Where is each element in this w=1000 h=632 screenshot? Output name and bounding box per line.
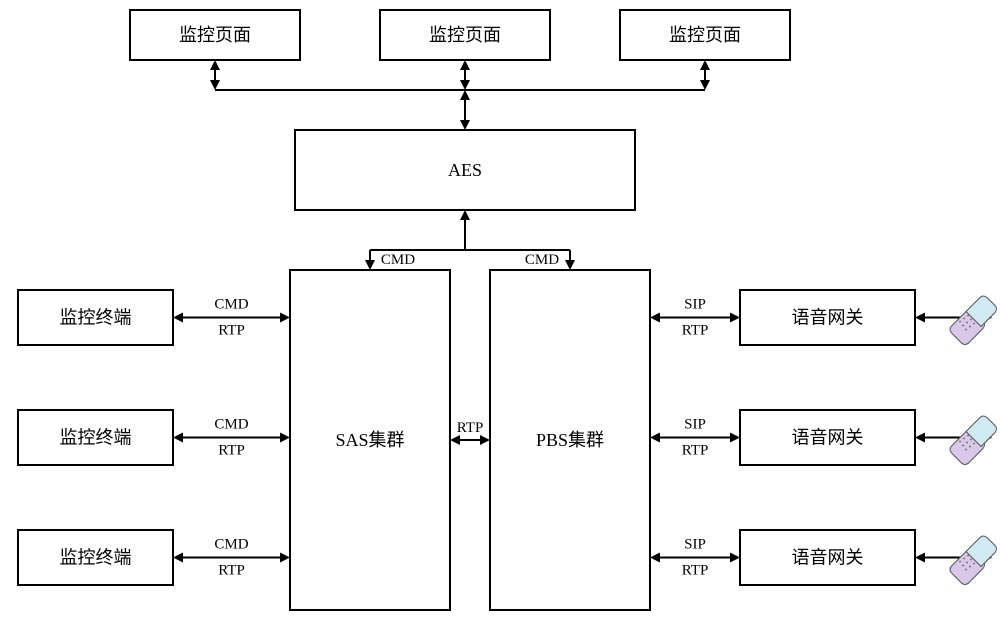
arrow-head xyxy=(460,120,470,130)
sip-label: SIP xyxy=(684,297,706,313)
rtp-label: RTP xyxy=(457,420,484,436)
arrow-head xyxy=(730,433,740,443)
arrow-head xyxy=(565,260,575,270)
arrow-head xyxy=(173,313,183,323)
arrow-head xyxy=(460,210,470,220)
monitor-page-label: 监控页面 xyxy=(429,25,501,45)
cmd-label: CMD xyxy=(214,537,248,553)
sip-label: SIP xyxy=(684,537,706,553)
arrow-head xyxy=(280,313,290,323)
arrow-head xyxy=(650,433,660,443)
arrow-head xyxy=(650,553,660,563)
rtp-label: RTP xyxy=(218,323,245,339)
arrow-head xyxy=(173,553,183,563)
aes-label: AES xyxy=(448,160,482,180)
monitor-page-label: 监控页面 xyxy=(179,25,251,45)
arrow-head xyxy=(915,433,925,443)
phone-icon xyxy=(950,536,997,585)
cmd-label-right: CMD xyxy=(525,252,559,268)
arrow-head xyxy=(280,433,290,443)
monitor-page-label: 监控页面 xyxy=(669,25,741,45)
sip-label: SIP xyxy=(684,417,706,433)
arrow-head xyxy=(480,435,490,445)
phone-icon xyxy=(950,296,997,345)
monitor-terminal-label: 监控终端 xyxy=(60,548,132,568)
arrow-head xyxy=(210,80,220,90)
sas-label: SAS集群 xyxy=(335,430,404,450)
cmd-label-left: CMD xyxy=(381,252,415,268)
arrow-head xyxy=(450,435,460,445)
rtp-label: RTP xyxy=(682,563,709,579)
voice-gateway-label: 语音网关 xyxy=(792,428,864,448)
arrow-head xyxy=(730,553,740,563)
arrow-head xyxy=(915,313,925,323)
arrow-head xyxy=(700,60,710,70)
arrow-head xyxy=(460,80,470,90)
rtp-label: RTP xyxy=(682,323,709,339)
voice-gateway-label: 语音网关 xyxy=(792,548,864,568)
arrow-head xyxy=(173,433,183,443)
monitor-terminal-label: 监控终端 xyxy=(60,308,132,328)
cmd-label: CMD xyxy=(214,297,248,313)
monitor-terminal-label: 监控终端 xyxy=(60,428,132,448)
arrow-head xyxy=(460,90,470,100)
voice-gateway-label: 语音网关 xyxy=(792,308,864,328)
pbs-label: PBS集群 xyxy=(536,430,604,450)
arrow-head xyxy=(460,60,470,70)
cmd-label: CMD xyxy=(214,417,248,433)
arrow-head xyxy=(210,60,220,70)
rtp-label: RTP xyxy=(218,443,245,459)
arrow-head xyxy=(365,260,375,270)
arrow-head xyxy=(730,313,740,323)
arrow-head xyxy=(650,313,660,323)
rtp-label: RTP xyxy=(682,443,709,459)
rtp-label: RTP xyxy=(218,563,245,579)
phone-icon xyxy=(950,416,997,465)
arrow-head xyxy=(280,553,290,563)
arrow-head xyxy=(915,553,925,563)
arrow-head xyxy=(700,80,710,90)
